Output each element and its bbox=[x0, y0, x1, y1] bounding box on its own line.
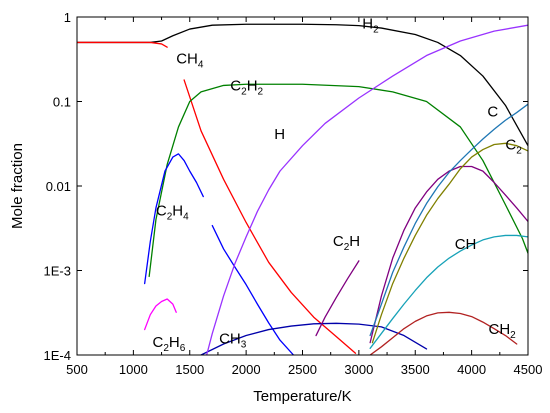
series-line-c2h-10 bbox=[369, 165, 528, 344]
series-line-ch3-7 bbox=[200, 322, 428, 355]
series-label-c2h6: C2H6 bbox=[153, 334, 186, 354]
x-tick-label: 1500 bbox=[175, 362, 204, 377]
y-tick-label: 1 bbox=[64, 10, 71, 25]
x-tick-label: 4500 bbox=[514, 362, 543, 377]
y-axis-title: Mole fraction bbox=[9, 143, 26, 229]
series-label-c: C bbox=[487, 104, 498, 121]
series-label-ch: CH bbox=[455, 236, 477, 253]
series-label-c2h2: C2H2 bbox=[230, 78, 263, 98]
series-line-c2h-9 bbox=[315, 260, 360, 337]
series-label-ch2: CH2 bbox=[489, 321, 517, 341]
series-line-ch2-14 bbox=[369, 311, 518, 355]
series-label-layer: H2 CH4 C2H2 C2H4 C2H6 CH3 H C2H C C2 CH CH2 bbox=[153, 16, 523, 354]
series-label-ch3: CH3 bbox=[219, 330, 247, 350]
series-label-c2h: C2H bbox=[333, 233, 360, 253]
y-tick-label: 1E-3 bbox=[44, 264, 71, 279]
series-line-c2h4-5 bbox=[211, 224, 295, 355]
x-tick-label: 4000 bbox=[457, 362, 486, 377]
series-label-c2h4: C2H4 bbox=[156, 202, 189, 222]
series-line-h2-0 bbox=[77, 23, 528, 147]
y-tick-label: 1E-4 bbox=[44, 348, 71, 363]
x-tick-label: 2000 bbox=[232, 362, 261, 377]
x-tick-label: 3500 bbox=[401, 362, 430, 377]
series-label-h2: H2 bbox=[362, 16, 379, 36]
x-tick-label: 2500 bbox=[288, 362, 317, 377]
x-tick-label: 500 bbox=[66, 362, 88, 377]
series-line-c-11 bbox=[369, 103, 528, 337]
series-label-h: H bbox=[274, 126, 285, 143]
y-tick-label: 0.01 bbox=[46, 179, 71, 194]
series-label-ch4: CH4 bbox=[176, 51, 204, 71]
series-label-c2: C2 bbox=[505, 137, 522, 157]
series-layer bbox=[77, 23, 528, 355]
series-line-ch4-2 bbox=[183, 79, 357, 354]
series-line-h-8 bbox=[206, 24, 528, 355]
series-line-c2h4-4 bbox=[144, 153, 204, 285]
series-line-c2h2-3 bbox=[148, 83, 528, 278]
x-axis-title: Temperature/K bbox=[253, 388, 351, 405]
series-line-c2-12 bbox=[371, 142, 528, 344]
axes-layer: 500 1000 1500 2000 2500 3000 3500 4000 4500 1E-4 1… bbox=[44, 10, 543, 377]
y-tick-label: 0.1 bbox=[53, 95, 71, 110]
series-line-ch4-1 bbox=[77, 41, 168, 48]
series-line-ch-13 bbox=[369, 234, 528, 349]
series-line-c2h6-6 bbox=[144, 298, 177, 331]
x-tick-label: 3000 bbox=[344, 362, 373, 377]
x-tick-label: 1000 bbox=[119, 362, 148, 377]
